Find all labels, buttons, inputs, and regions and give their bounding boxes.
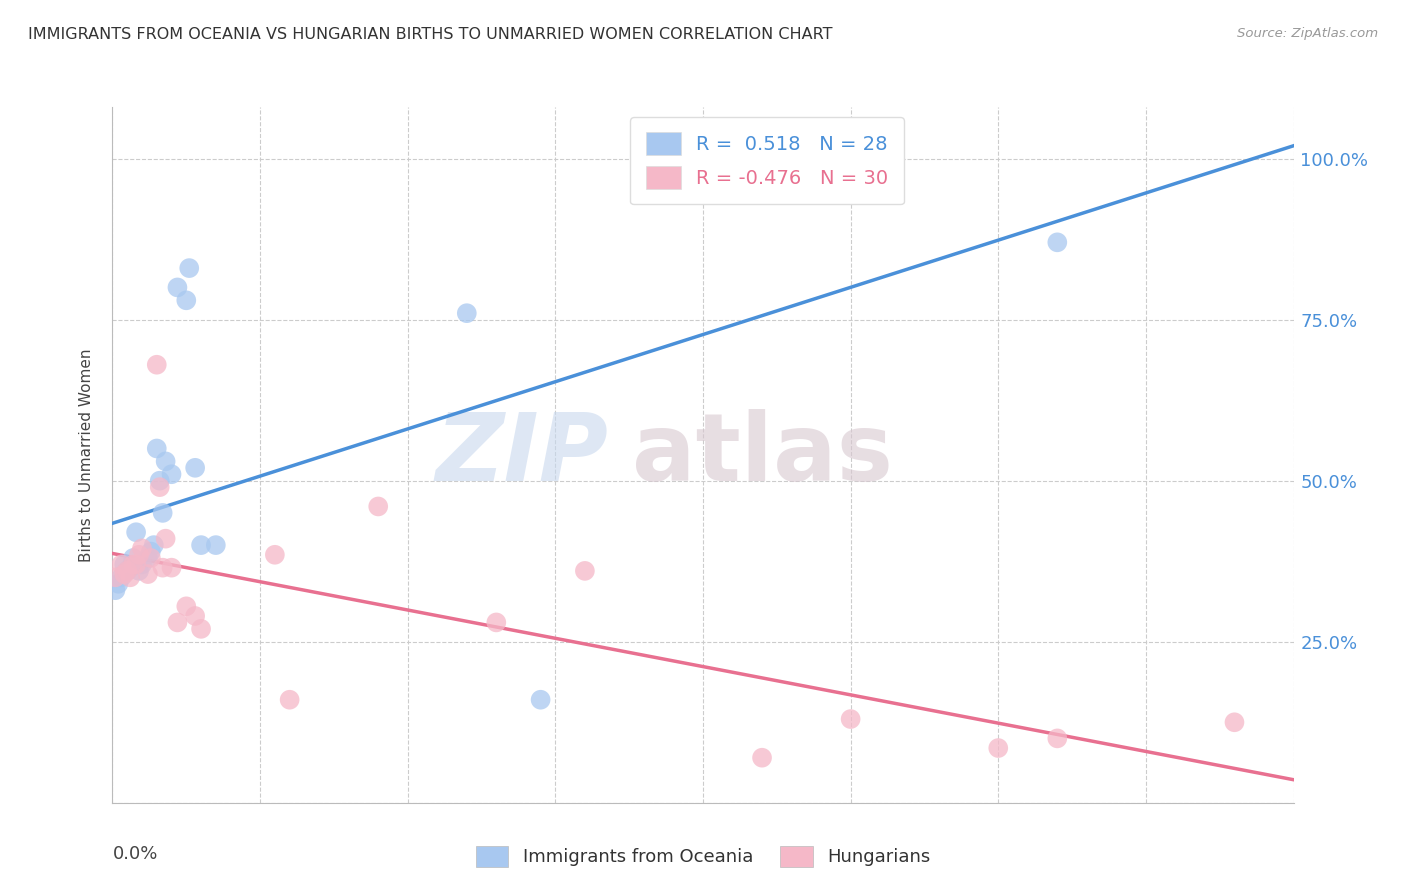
Point bbox=[179, 261, 201, 276]
Point bbox=[125, 525, 148, 540]
Point bbox=[751, 178, 773, 192]
Point bbox=[128, 564, 150, 578]
Point bbox=[128, 548, 150, 562]
Point bbox=[184, 460, 207, 475]
Point bbox=[139, 551, 162, 566]
Text: Source: ZipAtlas.com: Source: ZipAtlas.com bbox=[1237, 27, 1378, 40]
Point bbox=[166, 615, 188, 630]
Point bbox=[146, 358, 169, 372]
Point bbox=[839, 712, 862, 726]
Point bbox=[125, 558, 148, 572]
Point bbox=[264, 548, 287, 562]
Point bbox=[160, 467, 183, 482]
Point bbox=[104, 583, 127, 598]
Point bbox=[139, 544, 162, 558]
Point bbox=[155, 454, 177, 468]
Y-axis label: Births to Unmarried Women: Births to Unmarried Women bbox=[79, 348, 94, 562]
Point bbox=[149, 480, 172, 494]
Point bbox=[122, 558, 145, 572]
Point bbox=[136, 567, 159, 582]
Point bbox=[107, 576, 129, 591]
Point bbox=[1223, 715, 1246, 730]
Point bbox=[205, 538, 228, 552]
Point bbox=[120, 570, 142, 584]
Text: 0.0%: 0.0% bbox=[112, 845, 157, 863]
Point bbox=[751, 750, 773, 764]
Point bbox=[142, 538, 165, 552]
Point bbox=[131, 541, 153, 556]
Point bbox=[456, 306, 478, 320]
Point bbox=[987, 741, 1010, 756]
Point bbox=[166, 280, 188, 294]
Point bbox=[278, 692, 301, 706]
Point bbox=[367, 500, 389, 514]
Point bbox=[112, 558, 135, 572]
Point bbox=[112, 567, 135, 582]
Text: ZIP: ZIP bbox=[436, 409, 609, 501]
Point bbox=[110, 570, 132, 584]
Point bbox=[104, 570, 127, 584]
Text: atlas: atlas bbox=[633, 409, 893, 501]
Point bbox=[184, 609, 207, 624]
Point bbox=[117, 564, 138, 578]
Point bbox=[190, 622, 212, 636]
Point bbox=[190, 538, 212, 552]
Point bbox=[152, 560, 174, 574]
Point bbox=[117, 564, 138, 578]
Text: IMMIGRANTS FROM OCEANIA VS HUNGARIAN BIRTHS TO UNMARRIED WOMEN CORRELATION CHART: IMMIGRANTS FROM OCEANIA VS HUNGARIAN BIR… bbox=[28, 27, 832, 42]
Point bbox=[146, 442, 169, 456]
Point bbox=[574, 564, 596, 578]
Point bbox=[120, 560, 142, 574]
Point bbox=[174, 599, 197, 614]
Point bbox=[485, 615, 508, 630]
Point bbox=[110, 558, 132, 572]
Point bbox=[149, 474, 172, 488]
Point bbox=[131, 558, 153, 572]
Legend: Immigrants from Oceania, Hungarians: Immigrants from Oceania, Hungarians bbox=[468, 838, 938, 874]
Point bbox=[1046, 731, 1069, 746]
Point bbox=[1046, 235, 1069, 250]
Point bbox=[529, 692, 551, 706]
Point bbox=[160, 560, 183, 574]
Point bbox=[174, 293, 197, 308]
Point bbox=[136, 551, 159, 566]
Point bbox=[122, 551, 145, 566]
Point bbox=[155, 532, 177, 546]
Point bbox=[152, 506, 174, 520]
